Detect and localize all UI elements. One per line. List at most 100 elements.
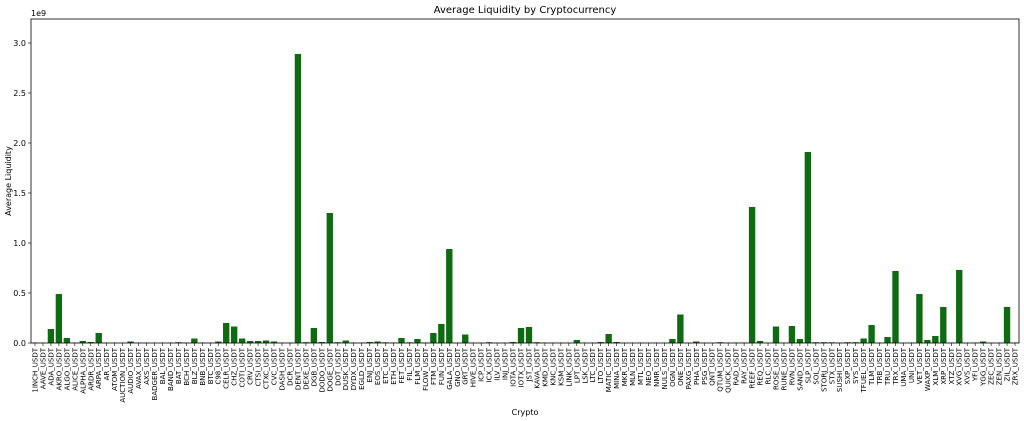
x-tick-label: BAT_USDT	[175, 347, 183, 384]
x-tick-label: CRV_USDT	[247, 347, 255, 385]
y-tick-label: 0.0	[13, 339, 26, 348]
bar-mina-usdt	[613, 342, 620, 343]
x-tick-label: GNO_USDT	[454, 347, 462, 387]
x-tick-label: RVN_USDT	[788, 347, 796, 385]
x-tick-label: ALPHA_USDT	[79, 347, 87, 393]
x-tick-label: RLC_USDT	[765, 347, 773, 384]
x-tick-label: CTXC_USDT	[263, 347, 271, 389]
x-tick-label: C98_USDT	[215, 347, 223, 384]
x-tick-label: BAL_USDT	[159, 347, 167, 384]
x-tick-label: ZIL_USDT	[1004, 347, 1012, 381]
x-tick-label: TRX_USDT	[892, 347, 900, 385]
bar-crv-usdt	[246, 341, 254, 343]
x-tick-label: ADA_USDT	[47, 347, 55, 385]
x-tick-label: AUDIO_USDT	[127, 347, 135, 393]
x-tick-label: FTM_USDT	[430, 347, 438, 385]
x-tick-label: RAY_USDT	[741, 347, 749, 384]
plot-frame	[30, 18, 1020, 344]
x-tick-label: MKR_USDT	[621, 347, 629, 386]
x-tick-label: FET_USDT	[398, 347, 406, 383]
x-tick-label: ZEC_USDT	[988, 347, 996, 385]
x-tick-label: ZRX_USDT	[1012, 347, 1020, 385]
x-tick-label: CHZ_USDT	[231, 347, 239, 385]
x-tick-label: SXP_USDT	[844, 347, 852, 384]
y-tick-label: 1.5	[13, 189, 26, 198]
bar-arpa-usdt	[95, 333, 102, 343]
bar-waxp-usdt	[924, 340, 931, 343]
x-tick-label: KMD_USDT	[541, 347, 549, 386]
bar-doge-usdt	[326, 213, 333, 343]
bar-flm-usdt	[414, 339, 421, 343]
bars-group	[31, 54, 1019, 343]
x-tick-label: ICX_USDT	[486, 347, 494, 382]
bar-sand-usdt	[796, 339, 804, 343]
x-tick-label: UMA_USDT	[900, 347, 908, 386]
bar-alpha-usdt	[79, 341, 86, 343]
x-tick-label: DODO_USDT	[318, 347, 326, 392]
bar-dusk-usdt	[342, 340, 349, 343]
x-tick-label: ZEN_USDT	[996, 347, 1004, 385]
x-tick-label: TFUEL_USDT	[860, 347, 868, 393]
bar-eos-usdt	[374, 341, 381, 343]
x-tick-label: AVAX_USDT	[135, 347, 143, 389]
bar-fet-usdt	[398, 338, 405, 343]
x-tick-label: FLOW_USDT	[422, 347, 430, 391]
bar-dent-usdt	[294, 54, 302, 343]
x-tick-label: ARPA_USDT	[95, 347, 103, 389]
x-tick-label: STORJ_USDT	[820, 347, 828, 392]
x-tick-label: LSK_USDT	[581, 347, 589, 383]
bar-ada-usdt	[47, 329, 55, 343]
bar-iota-usdt	[509, 342, 517, 343]
x-tick-label: MLN_USDT	[629, 347, 637, 386]
x-tick-label: 1INCH_USDT	[31, 347, 39, 392]
x-tick-label: CVC_USDT	[271, 347, 279, 385]
x-tick-label: DUSK_USDT	[342, 347, 350, 390]
x-tick-label: ILV_USDT	[494, 347, 502, 380]
x-axis-ticks: 1INCH_USDT AAVE_USDT ADA_USDT AKRO_USDT ALGO…	[31, 343, 1020, 403]
bar-tru-usdt	[884, 337, 891, 343]
bar-xlm-usdt	[932, 336, 939, 343]
x-tick-label: ETH_USDT	[390, 347, 398, 384]
x-tick-label: BCH_USDT	[183, 347, 191, 385]
bar-dodo-usdt	[318, 342, 326, 343]
x-tick-label: VET_USDT	[916, 347, 924, 384]
x-axis-label: Crypto	[512, 408, 539, 417]
x-tick-label: TLM_USDT	[868, 347, 876, 386]
bar-ftm-usdt	[430, 333, 437, 343]
bar-audio-usdt	[127, 341, 134, 343]
x-tick-label: SUSHI_USDT	[836, 347, 844, 392]
x-tick-label: LTO_USDT	[597, 347, 605, 383]
x-tick-label: HIVE_USDT	[470, 347, 478, 387]
y-tick-label: 3.0	[13, 39, 26, 48]
bar-dgb-usdt	[310, 328, 318, 343]
bar-ctxc-usdt	[262, 340, 270, 343]
x-tick-label: DOT_USDT	[334, 347, 342, 386]
x-tick-label: MATIC_USDT	[605, 347, 613, 392]
bar-xvg-usdt	[956, 270, 963, 343]
x-tick-label: BNB_USDT	[199, 347, 207, 385]
bar-iotx-usdt	[517, 328, 525, 343]
x-tick-label: AXS_USDT	[143, 347, 151, 384]
x-tick-label: UNI_USDT	[908, 347, 916, 383]
x-tick-label: SYS_USDT	[852, 347, 860, 384]
bar-grt-usdt	[462, 334, 469, 343]
x-tick-label: NULS_USDT	[661, 347, 669, 389]
x-tick-label: YGG_USDT	[980, 347, 988, 387]
x-tick-label: XRP_USDT	[940, 347, 948, 384]
y-scale-note: 1e9	[31, 9, 46, 18]
bar-algo-usdt	[63, 338, 71, 343]
x-tick-label: DYDX_USDT	[350, 347, 358, 390]
x-tick-label: LPT_USDT	[573, 347, 581, 383]
x-tick-label: AR_USDT	[103, 347, 111, 380]
x-tick-label: NEO_USDT	[645, 347, 653, 386]
bar-cvc-usdt	[270, 341, 278, 343]
x-tick-label: XVS_USDT	[964, 347, 972, 384]
bar-tfuel-usdt	[860, 338, 867, 343]
chart-title: Average Liquidity by Cryptocurrency	[434, 5, 617, 16]
x-tick-label: AAVE_USDT	[39, 347, 47, 389]
x-tick-label: IOTA_USDT	[510, 347, 518, 387]
x-tick-label: DEXE_USDT	[302, 347, 310, 389]
x-tick-label: XTZ_USDT	[948, 347, 956, 384]
bar-lto-usdt	[597, 342, 604, 343]
